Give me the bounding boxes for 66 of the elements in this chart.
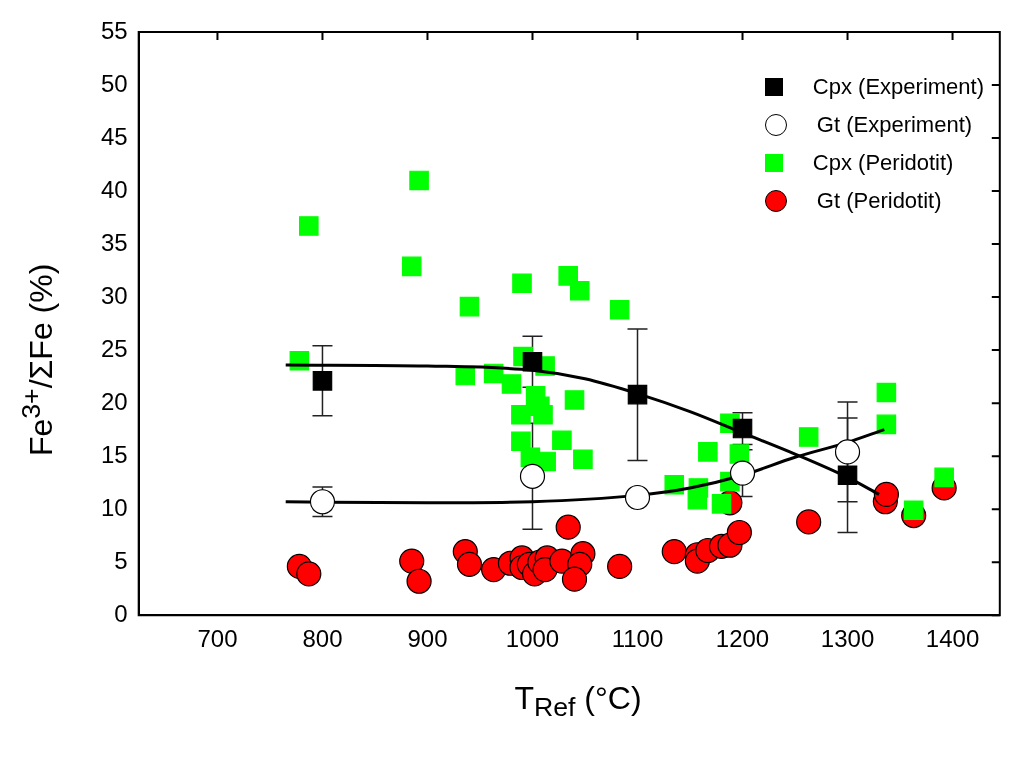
point	[533, 405, 553, 425]
y-tick-label: 0	[114, 599, 128, 627]
point	[406, 568, 432, 594]
x-tick-label: 1400	[925, 625, 980, 653]
point	[573, 449, 593, 470]
y-tick-label: 15	[100, 440, 128, 468]
point	[401, 256, 422, 277]
point	[732, 418, 753, 439]
point	[459, 296, 480, 317]
point	[512, 273, 532, 294]
y-tick-label: 25	[100, 334, 128, 362]
point	[609, 300, 630, 320]
point	[456, 551, 483, 577]
point	[834, 439, 861, 465]
y-tick-label: 50	[100, 69, 128, 97]
point	[796, 509, 822, 535]
y-tick-label: 20	[100, 387, 128, 415]
point	[561, 566, 588, 592]
y-tick-label: 45	[100, 122, 128, 150]
point	[296, 561, 322, 587]
legend-label: Gt (Experiment)	[816, 112, 973, 138]
point	[569, 280, 590, 301]
point	[661, 538, 687, 565]
point	[837, 465, 858, 486]
point	[409, 170, 429, 191]
y-tick-label: 40	[100, 175, 128, 203]
x-tick-label: 1100	[611, 625, 664, 653]
point	[726, 519, 752, 546]
x-tick-label: 1200	[715, 625, 770, 653]
point	[624, 484, 651, 511]
point	[876, 414, 897, 435]
point	[876, 382, 897, 403]
point	[555, 514, 581, 540]
x-tick-label: 1000	[505, 625, 560, 653]
x-tick-label: 1300	[820, 625, 875, 653]
point	[798, 427, 819, 447]
legend-label: Gt (Peridotit)	[816, 188, 942, 214]
point	[627, 384, 648, 405]
x-axis-title: T$_{Ref}$ (°C)	[513, 680, 643, 724]
x-tick-label: 700	[197, 625, 238, 653]
y-tick-label: 30	[100, 281, 128, 309]
point	[312, 371, 333, 391]
point	[607, 553, 633, 580]
y-tick-label: 5	[114, 546, 128, 574]
point	[729, 460, 756, 486]
x-tick-label: 800	[302, 625, 343, 653]
point	[552, 430, 572, 451]
point	[501, 374, 522, 394]
point	[522, 351, 543, 372]
point	[558, 266, 578, 286]
point	[934, 467, 954, 488]
legend-label: Cpx (Peridotit)	[812, 150, 954, 176]
point	[519, 463, 546, 489]
point	[511, 405, 531, 425]
point	[873, 481, 899, 507]
y-tick-label: 35	[100, 228, 128, 256]
point	[698, 442, 718, 462]
legend-label: Cpx (Experiment)	[812, 74, 984, 100]
y-tick-label: 55	[100, 16, 128, 44]
point	[687, 489, 708, 510]
point	[511, 431, 531, 452]
x-tick-label: 900	[407, 625, 448, 653]
point	[299, 216, 319, 236]
point	[399, 548, 425, 574]
point	[564, 390, 585, 410]
y-tick-label: 10	[100, 493, 128, 521]
